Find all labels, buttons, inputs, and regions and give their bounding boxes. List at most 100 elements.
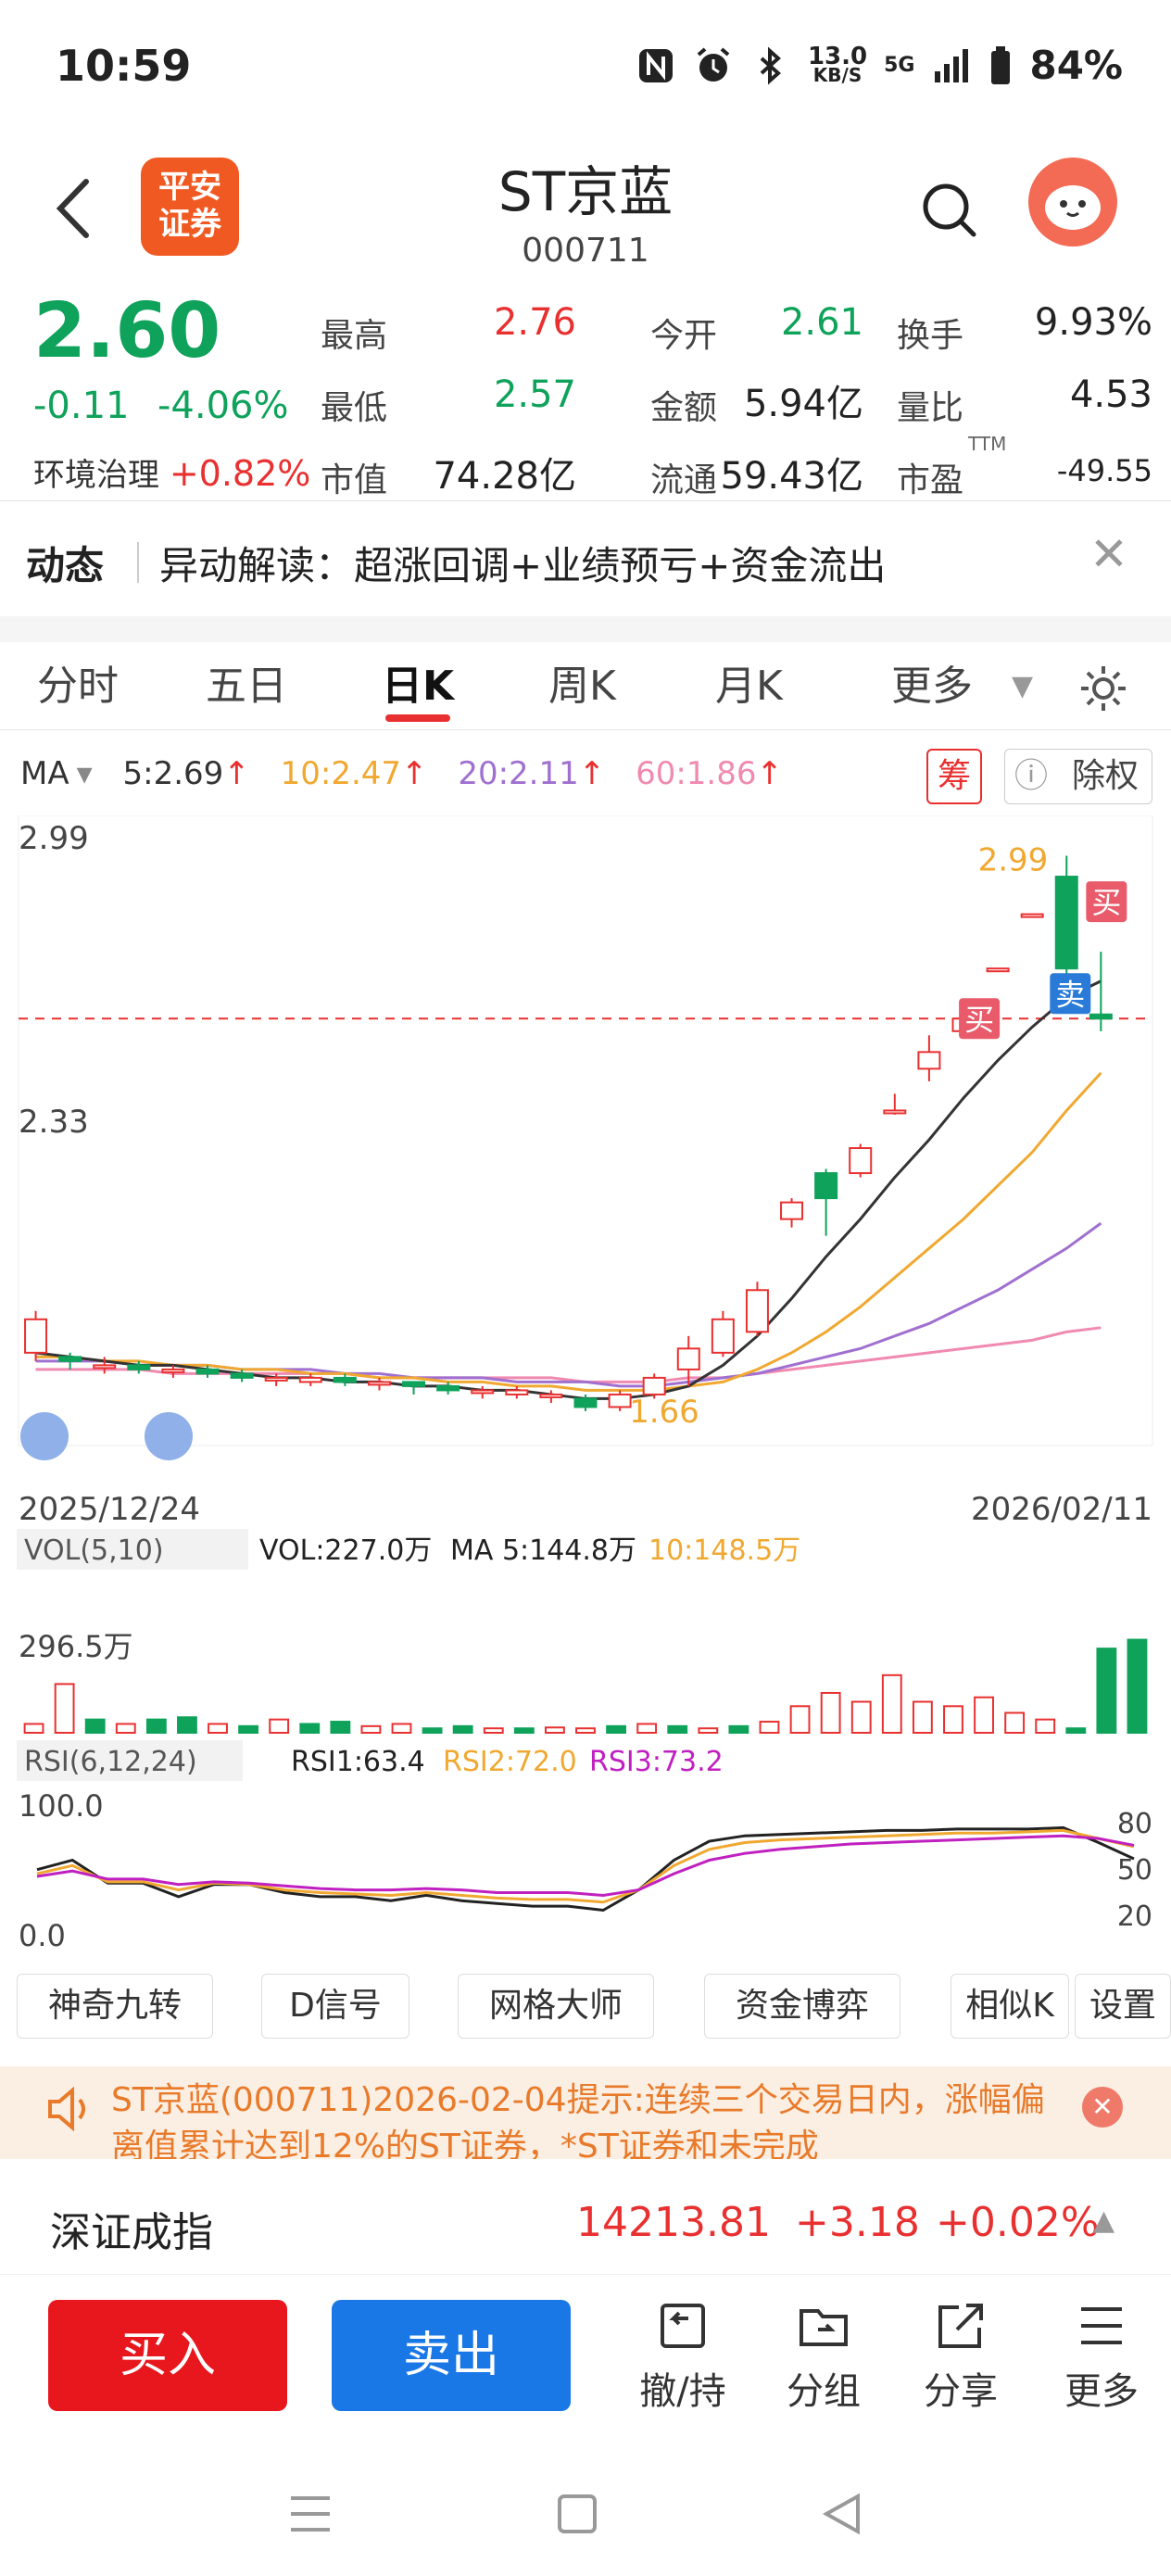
buy-button[interactable]: 买入 — [48, 2300, 287, 2411]
news-strip[interactable]: 动态 异动解读：超涨回调+业绩预亏+资金流出 ✕ — [0, 505, 1171, 616]
candle — [745, 1289, 769, 1333]
cancel-order-icon — [661, 2304, 705, 2348]
bluetooth-icon — [760, 46, 781, 84]
news-text[interactable]: 异动解读：超涨回调+业绩预亏+资金流出 — [159, 543, 887, 588]
tool-settings[interactable]: 设置 — [1075, 1974, 1171, 2039]
tool-fund-game[interactable]: 资金博弈 — [704, 1974, 900, 2039]
ma10-line — [35, 1071, 1102, 1392]
candle — [1089, 1013, 1113, 1020]
broker-logo[interactable]: 平安 证券 — [141, 158, 239, 256]
buy-marker-bg — [1086, 881, 1127, 923]
volume-bar — [1065, 1727, 1087, 1735]
quote-field-label: 换手 — [897, 317, 964, 355]
ma60-value: 60:1.86↑ — [636, 755, 783, 792]
y-axis-top-label: 2.99 — [19, 820, 89, 857]
tool-d-signal[interactable]: D信号 — [261, 1974, 409, 2039]
volume-bar — [974, 1696, 994, 1735]
cancel-hold-button[interactable]: 撤/持 — [623, 2298, 743, 2415]
volume-bar — [145, 1718, 167, 1735]
chart-frame — [18, 815, 1153, 1446]
candle — [986, 967, 1010, 973]
tab-daily-k[interactable]: 日K — [382, 663, 455, 710]
index-change-pct: +0.02% — [936, 2199, 1100, 2246]
close-icon[interactable]: ✕ — [1089, 527, 1128, 581]
candle — [711, 1318, 735, 1354]
candle — [58, 1356, 82, 1362]
close-icon[interactable]: ✕ — [1082, 2087, 1123, 2128]
tab-monthly-k[interactable]: 月K — [715, 663, 783, 710]
volume-bar — [1004, 1711, 1026, 1734]
ma20-value: 20:2.11↑ — [458, 755, 606, 792]
quote-field-label: 市盈 — [897, 461, 964, 499]
chip-distribution-button[interactable]: 筹 — [926, 749, 982, 804]
volume-bar — [299, 1723, 321, 1735]
quote-field-label: 流通 — [650, 461, 718, 499]
vol-ma5: MA 5:144.8万 — [450, 1534, 636, 1567]
tool-similar-k[interactable]: 相似K — [951, 1974, 1069, 2039]
back-nav-icon[interactable] — [821, 2491, 863, 2537]
volume-bar — [1096, 1648, 1117, 1734]
volume-bar — [330, 1721, 351, 1734]
battery-icon — [991, 45, 1011, 84]
assistant-avatar-icon[interactable] — [1028, 158, 1117, 246]
volume-bar — [422, 1727, 443, 1735]
home-icon[interactable] — [556, 2493, 598, 2535]
ma-legend[interactable]: MA ▾ 5:2.69↑ 10:2.47↑ 20:2.11↑ 60:1.86↑ — [20, 755, 783, 792]
share-button[interactable]: 分享 — [900, 2298, 1021, 2415]
divider — [137, 542, 139, 583]
more-button[interactable]: 更多 — [1041, 2298, 1162, 2415]
x-axis-end-label: 2026/02/11 — [971, 1491, 1152, 1528]
battery-level: 84% — [1029, 43, 1123, 88]
share-icon — [938, 2304, 983, 2348]
vol-max-label: 296.5万 — [19, 1629, 133, 1664]
rsi-chart: RSI(6,12,24) RSI1:63.4 RSI2:72.0 RSI3:73.2 1… — [17, 1740, 1152, 1953]
current-price: 2.60 — [33, 287, 221, 375]
quote-field-label: 市值 — [321, 461, 388, 499]
signal-icon — [935, 48, 969, 82]
rsi2-value: RSI2:72.0 — [443, 1746, 577, 1778]
back-arrow-icon[interactable] — [51, 176, 97, 241]
candle — [127, 1364, 151, 1370]
sector-info[interactable]: 环境治理 +0.82% — [33, 453, 311, 494]
gear-icon[interactable] — [1077, 663, 1129, 714]
vol-label-bg — [17, 1529, 248, 1570]
candle — [230, 1372, 254, 1379]
quote-field-value: -49.55 — [1056, 453, 1152, 488]
quote-field-value: 2.61 — [780, 301, 863, 344]
tool-grid-master[interactable]: 网格大师 — [458, 1974, 654, 2039]
volume-bar — [269, 1718, 290, 1735]
expand-up-icon[interactable]: ▲ — [1093, 2204, 1115, 2237]
candle — [676, 1347, 700, 1370]
alarm-icon — [697, 46, 730, 82]
volume-bar — [881, 1673, 902, 1734]
recent-apps-icon[interactable] — [287, 2493, 334, 2535]
stock-code: 000711 — [522, 232, 649, 270]
group-button[interactable]: 分组 — [763, 2298, 884, 2415]
volume-bar — [759, 1721, 780, 1734]
tab-intraday[interactable]: 分时 — [37, 663, 119, 710]
rsi-bottom-label: 0.0 — [19, 1918, 66, 1953]
tab-weekly-k[interactable]: 周K — [548, 663, 616, 710]
chevron-down-icon[interactable]: ▼ — [1012, 670, 1034, 702]
search-icon[interactable] — [917, 178, 982, 243]
tab-five-day[interactable]: 五日 — [206, 663, 287, 710]
clock: 10:59 — [56, 41, 192, 91]
candle — [573, 1397, 598, 1408]
risk-notice[interactable]: ST京蓝(000711)2026-02-04提示:连续三个交易日内，涨幅偏离值累… — [0, 2066, 1171, 2159]
ex-rights-button[interactable]: ⓘ 除权 — [1004, 749, 1152, 804]
candle — [917, 1051, 941, 1070]
index-change: +3.18 — [795, 2199, 920, 2246]
rsi-level-80: 80 — [1117, 1808, 1152, 1840]
volume-bar — [698, 1727, 719, 1735]
candle — [780, 1201, 804, 1220]
volume-bar — [606, 1724, 627, 1734]
expand-left-icon — [20, 1412, 69, 1460]
index-ticker[interactable]: 深证成指 14213.81 +3.18 +0.02% ▲ — [0, 2164, 1171, 2275]
tab-more[interactable]: 更多 — [891, 663, 973, 710]
volume-bar — [912, 1700, 933, 1735]
sell-button[interactable]: 卖出 — [332, 2300, 571, 2411]
tool-magic-nine[interactable]: 神奇九转 — [17, 1974, 213, 2039]
volume-bar — [789, 1705, 811, 1735]
ma60-line — [35, 1326, 1102, 1383]
